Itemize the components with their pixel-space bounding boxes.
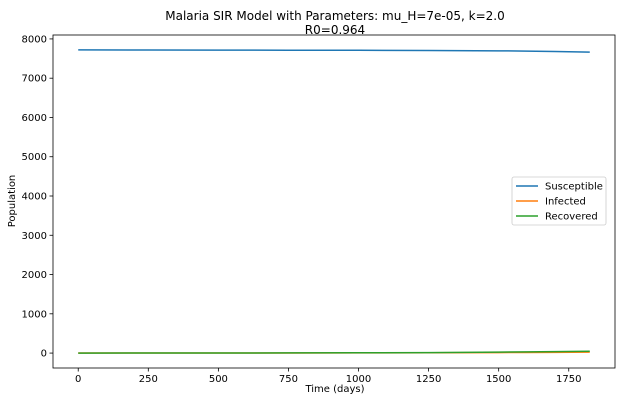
series-line-susceptible — [78, 49, 590, 53]
y-tick-label: 7000 — [22, 74, 47, 85]
chart-title: Malaria SIR Model with Parameters: mu_H=… — [165, 9, 505, 23]
x-tick-label: 1750 — [556, 374, 581, 385]
y-tick-label: 5000 — [22, 152, 47, 163]
legend-label-infected: Infected — [545, 197, 586, 208]
y-tick-label: 1000 — [22, 309, 47, 320]
y-axis-ticks: 0 1000 2000 3000 4000 5000 6000 7000 8000 — [22, 34, 53, 360]
y-axis-label: Population — [7, 175, 18, 228]
x-tick-label: 250 — [139, 374, 158, 385]
x-tick-label: 0 — [75, 374, 81, 385]
series-layer — [78, 49, 590, 354]
y-tick-label: 4000 — [22, 192, 47, 203]
chart-subtitle: R0=0.964 — [305, 23, 365, 37]
legend-label-recovered: Recovered — [545, 212, 598, 223]
x-tick-label: 1500 — [486, 374, 511, 385]
legend-items: Susceptible Infected Recovered — [516, 182, 603, 223]
series-line-recovered — [78, 350, 590, 354]
y-tick-label: 6000 — [22, 113, 47, 124]
x-axis-ticks: 0 250 500 750 1000 1250 1500 1750 — [75, 368, 581, 385]
x-tick-label: 1250 — [416, 374, 441, 385]
x-axis-label: Time (days) — [304, 384, 364, 395]
y-tick-label: 2000 — [22, 270, 47, 281]
legend-box — [511, 176, 607, 226]
x-tick-label: 1000 — [346, 374, 371, 385]
y-tick-label: 8000 — [22, 34, 47, 45]
legend: Susceptible Infected Recovered — [511, 176, 607, 226]
y-tick-label: 3000 — [22, 231, 47, 242]
x-tick-label: 750 — [279, 374, 298, 385]
y-tick-label: 0 — [41, 349, 47, 360]
axes-frame — [52, 34, 616, 369]
x-tick-label: 500 — [209, 374, 228, 385]
legend-label-susceptible: Susceptible — [545, 182, 603, 193]
